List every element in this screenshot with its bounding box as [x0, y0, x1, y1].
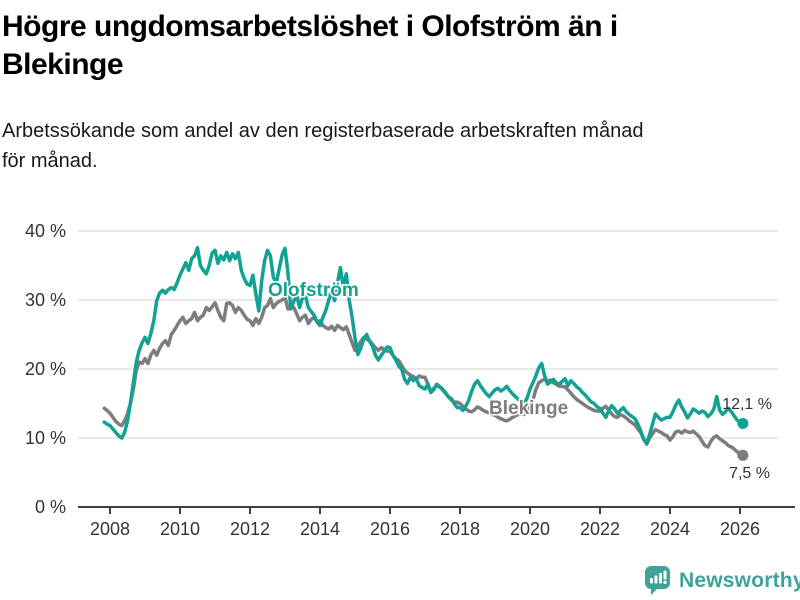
page-title: Högre ungdomsarbetslöshet i Olofström än…: [2, 8, 742, 84]
y-axis-label-0: 0 %: [35, 497, 66, 517]
y-axis-label-40: 40 %: [25, 221, 66, 241]
y-axis-label-30: 30 %: [25, 290, 66, 310]
page-title-line-1: Högre ungdomsarbetslöshet i Olofström än…: [2, 10, 618, 43]
x-axis-label-2014: 2014: [300, 519, 340, 539]
y-axis-label-10: 10 %: [25, 428, 66, 448]
chart-subtitle-line-1: Arbetssökande som andel av den registerb…: [2, 120, 644, 142]
newsworthy-logo-text: Newsworthy: [679, 568, 800, 592]
chart-subtitle: Arbetssökande som andel av den registerb…: [2, 116, 762, 176]
y-axis-label-20: 20 %: [25, 359, 66, 379]
x-axis-label-2018: 2018: [440, 519, 480, 539]
series-end-dot-blekinge: [737, 449, 749, 461]
x-axis-label-2020: 2020: [510, 519, 550, 539]
chart-subtitle-line-2: för månad.: [2, 150, 98, 172]
x-axis-label-2010: 2010: [160, 519, 200, 539]
end-value-label-olofström: 12,1 %: [722, 396, 772, 413]
series-line-olofström: [102, 245, 745, 445]
end-value-label-blekinge: 7,5 %: [729, 465, 770, 482]
x-axis-label-2024: 2024: [650, 519, 690, 539]
newsworthy-logo-icon: [645, 566, 670, 595]
page-title-line-2: Blekinge: [2, 48, 124, 81]
series-line-blekinge: [102, 295, 745, 458]
newsworthy-logo[interactable]: Newsworthy: [644, 565, 800, 596]
x-axis-label-2016: 2016: [370, 519, 410, 539]
series-label-blekinge: Blekinge: [489, 398, 568, 419]
x-axis-label-2022: 2022: [580, 519, 620, 539]
x-axis-label-2026: 2026: [720, 519, 760, 539]
x-axis-label-2012: 2012: [230, 519, 270, 539]
x-axis-label-2008: 2008: [90, 519, 130, 539]
series-label-olofström: Olofström: [268, 280, 359, 301]
series-end-dot-olofström: [737, 418, 749, 429]
